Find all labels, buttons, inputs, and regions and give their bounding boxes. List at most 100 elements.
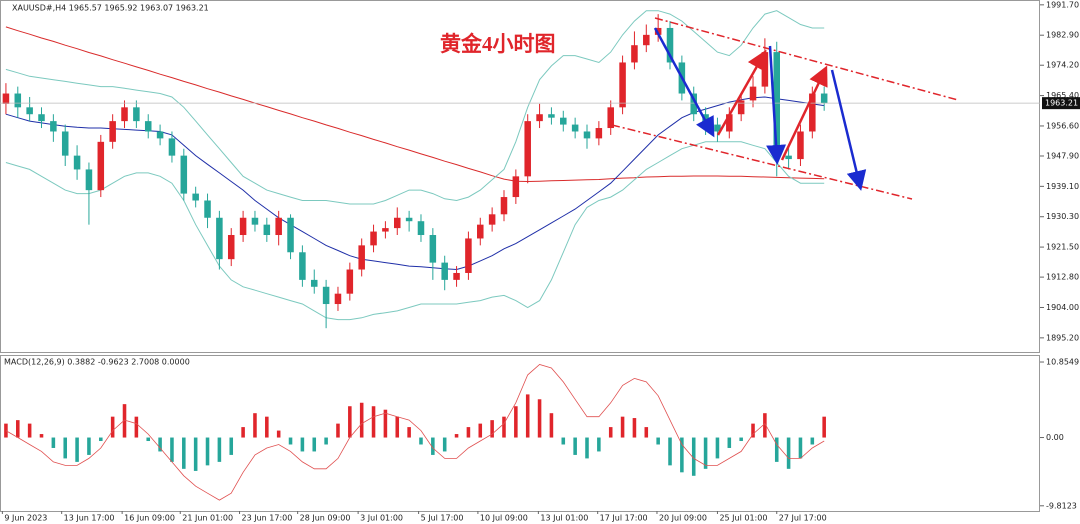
- macd-bar: [312, 437, 317, 452]
- channel-upper: [654, 17, 959, 101]
- candle-body: [797, 131, 804, 160]
- candle-body: [666, 27, 674, 63]
- macd-bar: [205, 437, 210, 466]
- x-tick-label: 23 Jun 17:00: [242, 514, 293, 523]
- candle-body: [370, 231, 377, 246]
- candle-body: [287, 217, 294, 253]
- y-tick-label: 1982.90: [1046, 31, 1079, 40]
- macd-bar: [170, 437, 174, 462]
- macd-line: [5, 364, 825, 501]
- macd-bar: [751, 423, 755, 438]
- macd-bar: [63, 437, 68, 459]
- macd-bar: [134, 416, 139, 438]
- y-tick-label: -9.8123: [1046, 501, 1077, 510]
- macd-bar: [763, 413, 767, 438]
- candle-body: [429, 235, 437, 263]
- candle-body: [358, 245, 365, 270]
- candle-body: [61, 131, 69, 156]
- candle-body: [216, 217, 223, 260]
- candle-body: [144, 121, 152, 132]
- arrow-down: [830, 69, 867, 191]
- candle-body: [607, 107, 614, 129]
- macd-bar: [146, 437, 151, 442]
- macd-bar: [644, 427, 649, 438]
- y-tick-label: 1939.10: [1046, 182, 1079, 191]
- candle-body: [121, 107, 128, 122]
- macd-bar: [549, 413, 554, 438]
- candle-body: [382, 228, 389, 232]
- macd-bar: [703, 437, 708, 469]
- candle-body: [263, 224, 271, 236]
- macd-bar: [371, 406, 376, 438]
- candle-body: [726, 114, 733, 132]
- candle-body: [417, 221, 425, 236]
- x-tick-label: 5 Jul 17:00: [421, 514, 464, 523]
- candle-body: [26, 107, 33, 115]
- arrow-down: [766, 45, 787, 165]
- x-tick-label: 3 Jul 01:00: [360, 514, 403, 523]
- macd-bar: [39, 434, 44, 438]
- candle-body: [322, 286, 330, 305]
- macd-bar: [656, 437, 660, 445]
- candle-body: [275, 217, 282, 236]
- y-tick-label: 1965.40: [1046, 91, 1079, 100]
- candle-body: [180, 155, 188, 194]
- candle-body: [465, 238, 472, 273]
- macd-bar: [324, 437, 328, 445]
- candle-body: [299, 252, 306, 280]
- candle-body: [785, 155, 792, 160]
- candle-body: [595, 128, 603, 139]
- candle-body: [251, 217, 259, 225]
- candle-body: [334, 293, 342, 305]
- candle-body: [500, 197, 508, 215]
- candle-body: [536, 114, 543, 122]
- macd-bar: [597, 437, 601, 452]
- candle-body: [168, 138, 176, 156]
- candle-body: [156, 131, 164, 139]
- x-tick-label: 9 Jun 2023: [4, 514, 47, 523]
- macd-bar: [75, 437, 79, 462]
- y-tick-label: 1930.30: [1046, 212, 1079, 221]
- macd-bar: [608, 427, 613, 438]
- candle-body: [512, 176, 520, 198]
- x-tick-label: 27 Jul 17:00: [779, 514, 827, 523]
- macd-bar: [727, 437, 732, 448]
- last-price-label: 1963.21: [1045, 99, 1078, 108]
- annotation: 黄金4小时图: [440, 32, 556, 56]
- macd-bar: [16, 420, 20, 438]
- candle-body: [2, 93, 10, 104]
- candle-body: [477, 224, 484, 239]
- macd-bar: [27, 423, 32, 438]
- x-tick-label: 17 Jul 17:00: [600, 514, 648, 523]
- macd-bar: [585, 437, 589, 459]
- y-tick-label: 1912.80: [1046, 273, 1079, 282]
- macd-bar: [537, 399, 542, 438]
- candle-body: [239, 217, 247, 236]
- y-tick-label: 1895.20: [1046, 333, 1079, 342]
- candle-body: [737, 100, 745, 115]
- candle-body: [548, 114, 555, 118]
- candle-body: [809, 93, 816, 132]
- indicator-line: [5, 141, 825, 321]
- x-tick-label: 21 Jun 01:00: [182, 514, 233, 523]
- macd-bar: [158, 437, 162, 452]
- candle-body: [619, 62, 626, 108]
- macd-bar: [253, 413, 257, 438]
- macd-bar: [276, 430, 281, 438]
- macd-bar: [490, 420, 494, 438]
- y-tick-label: 1921.50: [1046, 243, 1079, 252]
- y-tick-label: 1947.90: [1046, 151, 1079, 160]
- candle-body: [453, 272, 460, 280]
- last-price-box: [1042, 97, 1080, 110]
- candle-body: [85, 169, 93, 191]
- candle-body: [14, 93, 22, 108]
- macd-bar: [419, 437, 423, 445]
- macd-bar: [822, 416, 826, 438]
- macd-bar: [110, 416, 115, 438]
- y-tick-label: 1904.00: [1046, 303, 1079, 312]
- macd-bar: [288, 437, 293, 445]
- candle-body: [97, 141, 105, 191]
- y-tick-label: 1991.70: [1046, 0, 1079, 9]
